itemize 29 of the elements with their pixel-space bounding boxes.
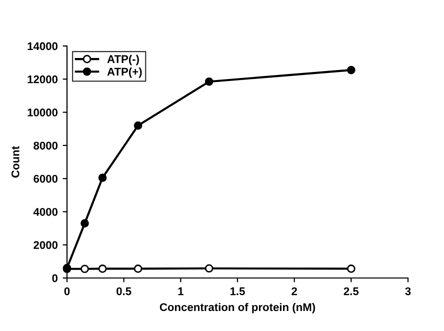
- x-tick-label: 3: [405, 287, 411, 296]
- y-tick-label: 4000: [33, 208, 58, 216]
- y-tick-label: 6000: [34, 174, 58, 183]
- y-tick-label: 14000: [28, 42, 58, 50]
- x-tick-label: 1: [178, 287, 184, 296]
- x-tick-label: 0.5: [116, 287, 132, 296]
- y-tick-label: 10000: [28, 108, 58, 116]
- x-axis-title: Concentration of protein (nM): [160, 302, 316, 314]
- y-tick-label: 0: [52, 274, 58, 282]
- x-tick-label: 2: [292, 287, 297, 296]
- x-tick-label: 0: [64, 287, 70, 296]
- y-tick-label: 2000: [34, 241, 58, 249]
- x-tick-label: 1.5: [230, 287, 245, 296]
- point: [98, 174, 107, 182]
- y-tick-label: 8000: [34, 142, 58, 150]
- point: [347, 264, 356, 273]
- y-axis-title: Count: [11, 146, 20, 178]
- point: [347, 66, 356, 74]
- point: [204, 77, 214, 86]
- legend-label: ATP(+): [107, 67, 142, 78]
- x-tick-label: 2.5: [344, 287, 359, 296]
- point: [204, 264, 214, 273]
- point: [80, 264, 89, 274]
- point: [98, 264, 107, 273]
- point: [134, 264, 142, 273]
- legend-label: ATP(-): [107, 54, 139, 66]
- y-tick-label: 12000: [28, 75, 58, 84]
- point: [80, 219, 89, 228]
- point: [134, 121, 142, 130]
